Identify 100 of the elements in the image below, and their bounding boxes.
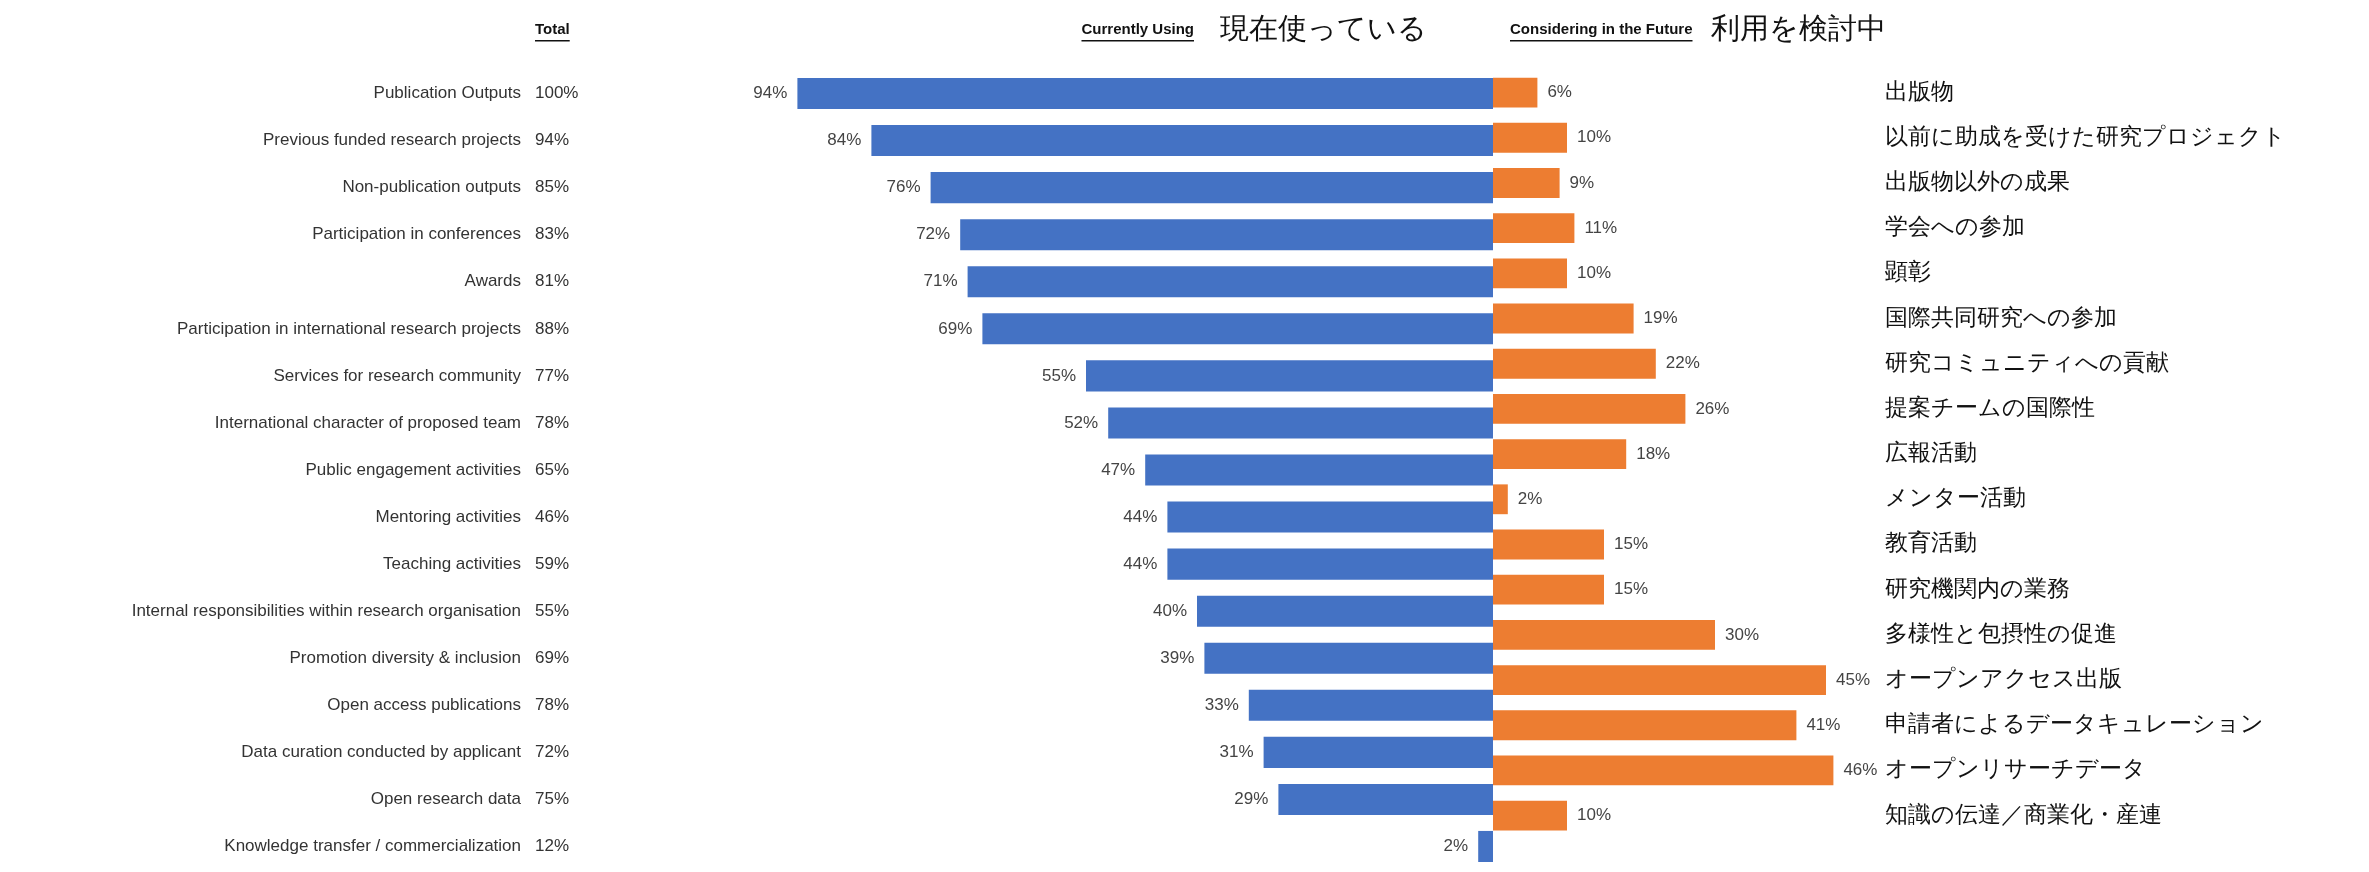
- data-label: 10%: [1577, 805, 1612, 825]
- data-label: 69%: [938, 318, 973, 338]
- text: Currently Using: [1081, 20, 1194, 38]
- data-label: 15%: [1614, 534, 1649, 554]
- data-label: 39%: [1160, 647, 1195, 667]
- y-tick-label: 国際共同研究への参加: [1885, 303, 2118, 330]
- y-tick-label: Teaching activities: [383, 553, 521, 573]
- bar: [1493, 574, 1604, 605]
- bar: [1493, 77, 1538, 108]
- bar: [1493, 484, 1508, 515]
- bar: [1493, 665, 1826, 695]
- data-label: 30%: [1725, 624, 1760, 644]
- data-label: 71%: [923, 271, 958, 291]
- data-label: 18%: [1636, 443, 1671, 463]
- bar: [1478, 830, 1493, 862]
- y-tick-label: Previous funded research projects: [263, 130, 521, 150]
- y-tick-label: オープンリサーチデータ: [1885, 755, 2147, 782]
- data-label: 9%: [1569, 172, 1595, 192]
- bar: [1493, 800, 1567, 831]
- data-label: 2%: [1443, 836, 1469, 856]
- y-tick-label: 出版物以外の成果: [1885, 167, 2071, 194]
- y-tick-label: Promotion diversity & inclusion: [289, 647, 521, 667]
- data-label: 76%: [886, 177, 921, 197]
- y2-tick-label: 81%: [535, 271, 570, 291]
- y-tick-label: 学会への参加: [1885, 213, 2026, 240]
- y2-tick-label: 12%: [535, 836, 570, 856]
- bar: [1204, 642, 1493, 674]
- data-label: 47%: [1101, 459, 1136, 479]
- y-tick-label: International character of proposed team: [214, 412, 521, 432]
- y-tick-label: 研究機関内の業務: [1885, 574, 2071, 601]
- data-label: 31%: [1219, 742, 1254, 762]
- data-label: 2%: [1517, 488, 1543, 508]
- bar: [1493, 710, 1797, 741]
- data-label: 72%: [916, 224, 951, 244]
- data-label: 26%: [1695, 398, 1730, 418]
- y-tick-label: 教育活動: [1885, 529, 1978, 556]
- y2-tick-label: 88%: [535, 318, 570, 338]
- bar: [1167, 548, 1493, 580]
- data-label: 52%: [1064, 412, 1099, 432]
- y2-tick-label: 59%: [535, 553, 570, 573]
- bar: [1197, 595, 1493, 627]
- y2-tick-label: 46%: [535, 506, 570, 526]
- y2-tick-label: 55%: [535, 600, 570, 620]
- bar: [1493, 122, 1567, 153]
- y-tick-label: オープンアクセス出版: [1885, 665, 2123, 692]
- text: Considering in the Future: [1510, 20, 1693, 38]
- y2-tick-label: 78%: [535, 412, 570, 432]
- y-tick-label: 申請者によるデータキュレーション: [1885, 710, 2265, 737]
- y-tick-label: Awards: [464, 271, 521, 291]
- y-tick-label: Open access publications: [327, 694, 521, 714]
- bar: [1493, 529, 1604, 560]
- bar: [1493, 303, 1634, 334]
- y-tick-label: 研究コミュニティへの貢献: [1885, 348, 2170, 375]
- text: 現在使っている: [1220, 10, 1427, 45]
- data-label: 11%: [1584, 217, 1618, 237]
- y-tick-label: Participation in international research projects: [177, 318, 521, 338]
- bar: [1493, 755, 1834, 786]
- data-label: 29%: [1234, 789, 1269, 809]
- bar: [1493, 213, 1575, 244]
- y-tick-label: Knowledge transfer / commercialization: [224, 836, 521, 856]
- data-label: 41%: [1806, 714, 1841, 734]
- data-label: 33%: [1204, 694, 1239, 714]
- text: Total: [535, 20, 570, 38]
- y-tick-label: 広報活動: [1885, 439, 1978, 466]
- y-tick-label: Internal responsibilities within research organisation: [131, 600, 521, 620]
- bar: [1493, 258, 1567, 289]
- bar: [1167, 501, 1493, 533]
- y2-tick-label: 72%: [535, 742, 570, 762]
- y-tick-label: Participation in conferences: [312, 224, 521, 244]
- y-tick-label: 知識の伝達／商業化・産連: [1885, 800, 2163, 827]
- data-label: 22%: [1665, 353, 1700, 373]
- y-tick-label: Services for research community: [273, 365, 522, 385]
- data-label: 84%: [827, 130, 862, 150]
- bar: [1278, 783, 1493, 815]
- y-tick-label: 以前に助成を受けた研究プロジェクト: [1885, 122, 2287, 149]
- y2-tick-label: 77%: [535, 365, 570, 385]
- y2-tick-label: 69%: [535, 647, 570, 667]
- y-tick-label: Open research data: [370, 789, 522, 809]
- bar: [1248, 689, 1493, 721]
- data-label: 45%: [1836, 669, 1871, 689]
- data-label: 6%: [1547, 82, 1572, 102]
- y-tick-label: Publication Outputs: [373, 83, 521, 103]
- y2-tick-label: 75%: [535, 789, 570, 809]
- text: 利用を検討中: [1711, 10, 1886, 45]
- data-label: 44%: [1123, 553, 1158, 573]
- y-tick-label: 多様性と包摂性の促進: [1885, 619, 2118, 646]
- data-label: 10%: [1577, 127, 1612, 147]
- data-label: 94%: [753, 83, 788, 103]
- bar: [1493, 619, 1715, 650]
- y-tick-label: Public engagement activities: [305, 459, 521, 479]
- data-label: 44%: [1123, 506, 1158, 526]
- y-tick-label: 顕彰: [1884, 258, 1932, 285]
- bar: [1493, 168, 1560, 198]
- data-label: 40%: [1152, 600, 1187, 620]
- data-label: 46%: [1843, 760, 1878, 780]
- y2-tick-label: 83%: [535, 224, 570, 244]
- y2-tick-label: 100%: [535, 83, 579, 103]
- data-label: 19%: [1643, 308, 1678, 328]
- y-tick-label: Data curation conducted by applicant: [241, 742, 522, 762]
- y2-tick-label: 78%: [535, 694, 570, 714]
